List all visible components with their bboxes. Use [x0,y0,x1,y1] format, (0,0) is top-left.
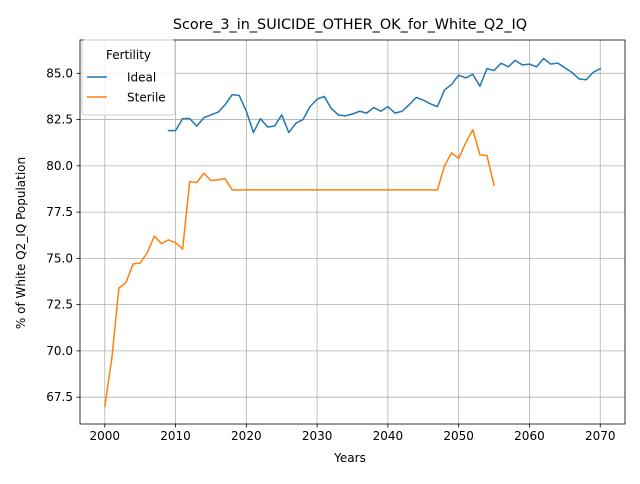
chart-title: Score_3_in_SUICIDE_OTHER_OK_for_White_Q2… [173,17,527,33]
y-tick-label: 80.0 [46,159,73,173]
y-tick-label: 85.0 [46,66,73,80]
x-tick-label: 2050 [443,429,474,443]
y-tick-label: 67.5 [46,390,73,404]
y-axis-label: % of White Q2_IQ Population [14,157,28,329]
x-axis-label: Years [333,451,366,465]
y-tick-label: 77.5 [46,205,73,219]
series-line-ideal [167,57,602,134]
x-tick-label: 2000 [89,429,120,443]
x-tick-label: 2070 [585,429,616,443]
x-tick-label: 2060 [514,429,545,443]
x-tick-label: 2020 [231,429,262,443]
series-line-sterile [103,129,495,408]
legend: Fertility Ideal Sterile [81,39,176,116]
grid [80,40,625,424]
series-lines [103,57,602,408]
y-tick-label: 82.5 [46,113,73,127]
y-tick-label: 75.0 [46,251,73,265]
x-axis-ticks: 2000 2010 2020 2030 2040 2050 2060 2070 [89,424,616,443]
plot-frame [79,39,626,425]
legend-label-ideal: Ideal [127,71,156,85]
x-tick-label: 2040 [373,429,404,443]
y-tick-label: 70.0 [46,344,73,358]
legend-label-sterile: Sterile [127,91,166,105]
y-tick-label: 72.5 [46,298,73,312]
x-tick-label: 2030 [302,429,333,443]
x-tick-label: 2010 [160,429,191,443]
y-axis-ticks: 67.5 70.0 72.5 75.0 77.5 80.0 82.5 85.0 [46,66,80,404]
legend-title: Fertility [106,48,151,62]
